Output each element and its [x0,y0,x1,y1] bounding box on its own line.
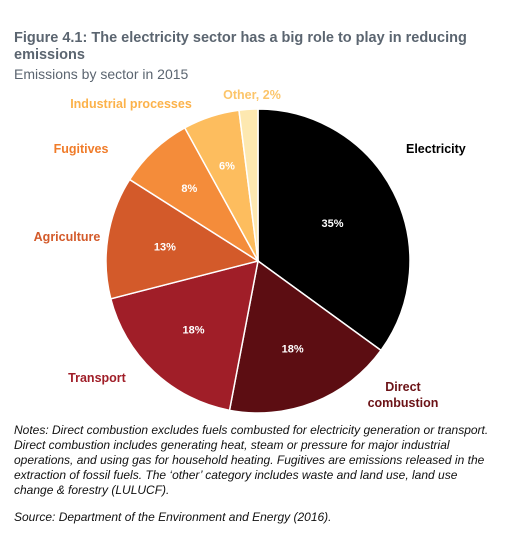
pie-slice-direct-combustion [228,259,383,414]
slice-category-label: Fugitives [54,142,109,156]
slice-value-label: 18% [282,344,304,356]
pie-slice-agriculture [105,178,260,300]
slice-category-label: combustion [368,396,439,410]
slice-category-label: Electricity [406,142,466,156]
slice-value-label: 6% [219,161,235,173]
pie-slice-other-2 [238,108,259,262]
slice-category-label: Agriculture [34,230,101,244]
slice-category-label: Transport [68,371,126,385]
slice-category-label: Other, 2% [223,88,281,102]
slice-category-label: Direct [385,380,421,394]
slice-value-label: 35% [321,218,343,230]
pie-chart: 35% Electricity 18% Direct combustion 18% Tran… [34,88,466,414]
chart-notes: Notes: Direct combustion excludes fuels … [14,423,489,497]
figure-title: Figure 4.1: The electricity sector has a… [14,30,467,63]
figure-subtitle: Emissions by sector in 2015 [14,66,189,82]
pie-slice-transport [109,259,259,412]
slice-value-label: 13% [154,241,176,253]
slice-category-label: Industrial processes [70,97,192,111]
pie-slice-electricity [257,108,411,352]
chart-source: Source: Department of the Environment an… [14,510,332,524]
slice-value-label: 18% [182,325,204,337]
slice-value-label: 8% [181,183,197,195]
